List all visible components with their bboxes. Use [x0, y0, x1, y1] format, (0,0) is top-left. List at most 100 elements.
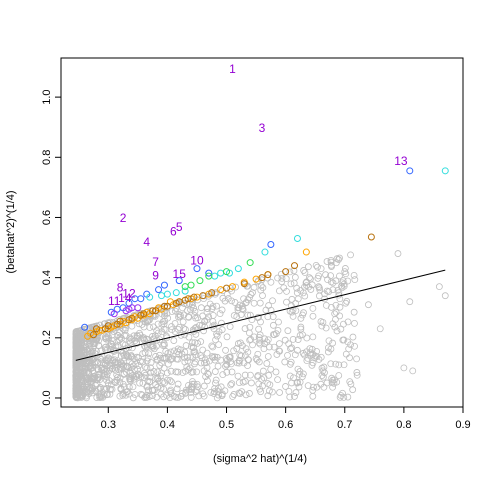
x-tick-label: 0.9 — [455, 419, 470, 431]
background-point — [328, 374, 336, 382]
background-point — [297, 314, 305, 322]
background-point — [207, 388, 215, 396]
point-label: 3 — [259, 121, 266, 135]
background-point — [223, 290, 231, 298]
background-point — [274, 327, 282, 334]
background-point — [300, 309, 307, 317]
background-point — [329, 383, 336, 391]
background-point — [295, 371, 303, 378]
highlighted-point — [160, 281, 168, 289]
background-point — [248, 379, 255, 387]
background-point — [307, 286, 315, 293]
background-point — [190, 344, 197, 352]
background-point — [227, 285, 235, 292]
highlighted-point — [205, 269, 213, 277]
point-label: 9 — [152, 268, 159, 282]
background-point — [264, 353, 272, 360]
point-label: 2 — [120, 211, 127, 225]
background-point — [344, 318, 352, 326]
background-point — [144, 354, 152, 362]
background-point — [107, 385, 114, 393]
background-point — [228, 380, 236, 387]
regression-line — [75, 269, 446, 361]
background-point — [200, 382, 208, 390]
background-point — [312, 261, 320, 269]
background-point — [258, 375, 266, 383]
background-point — [409, 367, 417, 375]
background-point — [302, 279, 310, 287]
background-point — [336, 272, 343, 280]
background-point — [275, 340, 283, 347]
highlighted-points — [81, 167, 449, 340]
point-label: 14 — [118, 291, 132, 305]
background-point — [230, 347, 238, 355]
background-point — [400, 364, 408, 372]
highlighted-point — [181, 283, 189, 291]
background-point — [150, 323, 157, 331]
background-point — [308, 281, 316, 289]
background-point — [211, 289, 219, 297]
background-point — [136, 379, 144, 387]
highlighted-point — [131, 295, 139, 303]
background-point — [100, 391, 107, 399]
background-point — [351, 276, 359, 284]
background-point — [248, 316, 256, 324]
background-point — [72, 350, 80, 358]
background-point — [353, 369, 361, 376]
background-point — [214, 384, 222, 392]
background-point — [111, 378, 118, 386]
background-point — [128, 344, 136, 352]
background-point — [307, 275, 314, 283]
background-point — [349, 386, 357, 394]
background-point — [211, 353, 219, 361]
background-point — [117, 352, 125, 360]
background-point — [227, 381, 235, 389]
background-point — [100, 385, 108, 393]
highlighted-point — [217, 286, 225, 294]
background-point — [274, 274, 282, 282]
background-point — [353, 355, 360, 363]
highlighted-point — [406, 167, 414, 175]
background-point — [229, 393, 237, 400]
background-point — [210, 390, 218, 397]
point-label: 4 — [143, 235, 150, 249]
highlighted-point — [211, 272, 219, 280]
background-point — [250, 333, 258, 341]
background-point — [149, 343, 157, 351]
background-point — [106, 318, 114, 326]
highlighted-point — [246, 259, 254, 267]
background-point — [317, 318, 325, 325]
background-point — [184, 357, 192, 365]
background-point — [341, 265, 349, 272]
background-point — [122, 324, 130, 332]
y-tick-label: 0.2 — [41, 330, 53, 345]
point-label: 6 — [170, 225, 177, 239]
background-point — [130, 312, 138, 320]
background-point — [232, 283, 239, 291]
background-point — [167, 367, 175, 375]
background-point — [237, 311, 245, 318]
point-label: 5 — [176, 220, 183, 234]
background-point — [222, 362, 229, 370]
background-point — [265, 387, 273, 395]
background-point — [182, 342, 190, 349]
background-point — [273, 351, 281, 358]
background-point — [88, 359, 96, 367]
background-point — [322, 271, 329, 279]
background-point — [87, 340, 94, 348]
background-point — [191, 308, 199, 315]
background-point — [281, 336, 289, 344]
highlighted-point — [163, 290, 171, 298]
x-axis-title: (sigma^2 hat)^(1/4) — [213, 453, 307, 465]
background-point — [309, 392, 317, 400]
background-point — [344, 393, 352, 401]
background-point — [327, 258, 335, 266]
background-point — [289, 312, 297, 320]
background-point — [159, 318, 167, 326]
background-point — [175, 313, 182, 321]
point-label: 12 — [122, 286, 136, 300]
highlighted-point — [223, 268, 231, 276]
background-point — [154, 368, 162, 376]
background-point — [117, 384, 125, 392]
background-point — [211, 368, 219, 375]
